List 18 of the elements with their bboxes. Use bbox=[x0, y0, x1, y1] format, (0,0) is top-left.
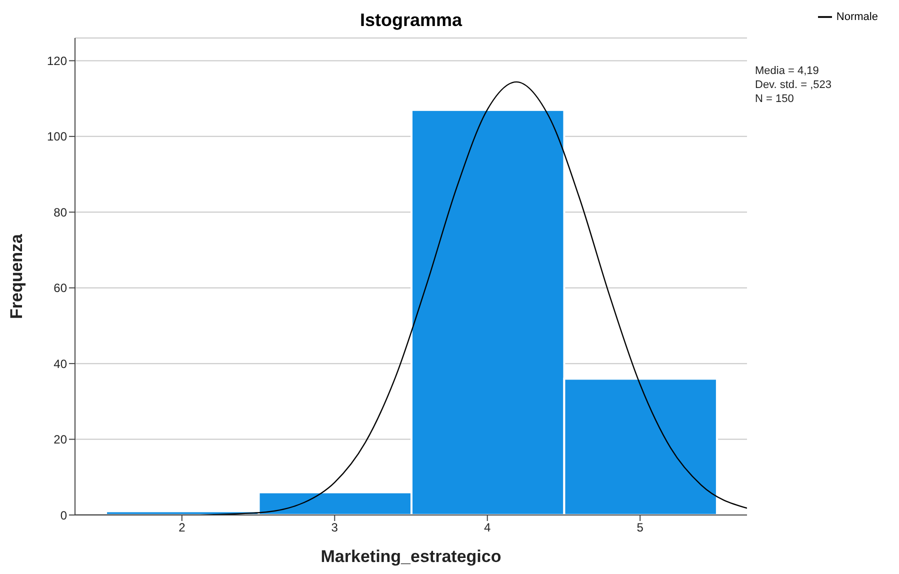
text: Media = 4,19 bbox=[755, 64, 820, 78]
x-tick-label: 2 bbox=[178, 520, 186, 535]
y-tick-label: 100 bbox=[46, 130, 68, 144]
x-tick-label: 4 bbox=[484, 520, 492, 535]
text: Dev. std. = ,523 bbox=[755, 78, 832, 92]
y-tick-label: 0 bbox=[60, 508, 68, 522]
x-tick-label: 3 bbox=[331, 520, 338, 535]
text: N = 150 bbox=[755, 92, 795, 106]
y-tick-label: 120 bbox=[46, 54, 68, 68]
y-tick-label: 80 bbox=[54, 205, 68, 220]
y-tick-label: 60 bbox=[54, 281, 68, 296]
legend-label: Normale bbox=[836, 10, 878, 23]
x-tick-label: 5 bbox=[636, 520, 644, 535]
y-tick-label: 20 bbox=[54, 432, 68, 447]
y-tick-label: 40 bbox=[54, 356, 68, 371]
chart-title: Istogramma bbox=[358, 10, 464, 31]
x-axis-title: Marketing_estrategico bbox=[320, 547, 502, 566]
y-axis-title: Frequenza bbox=[7, 233, 26, 320]
